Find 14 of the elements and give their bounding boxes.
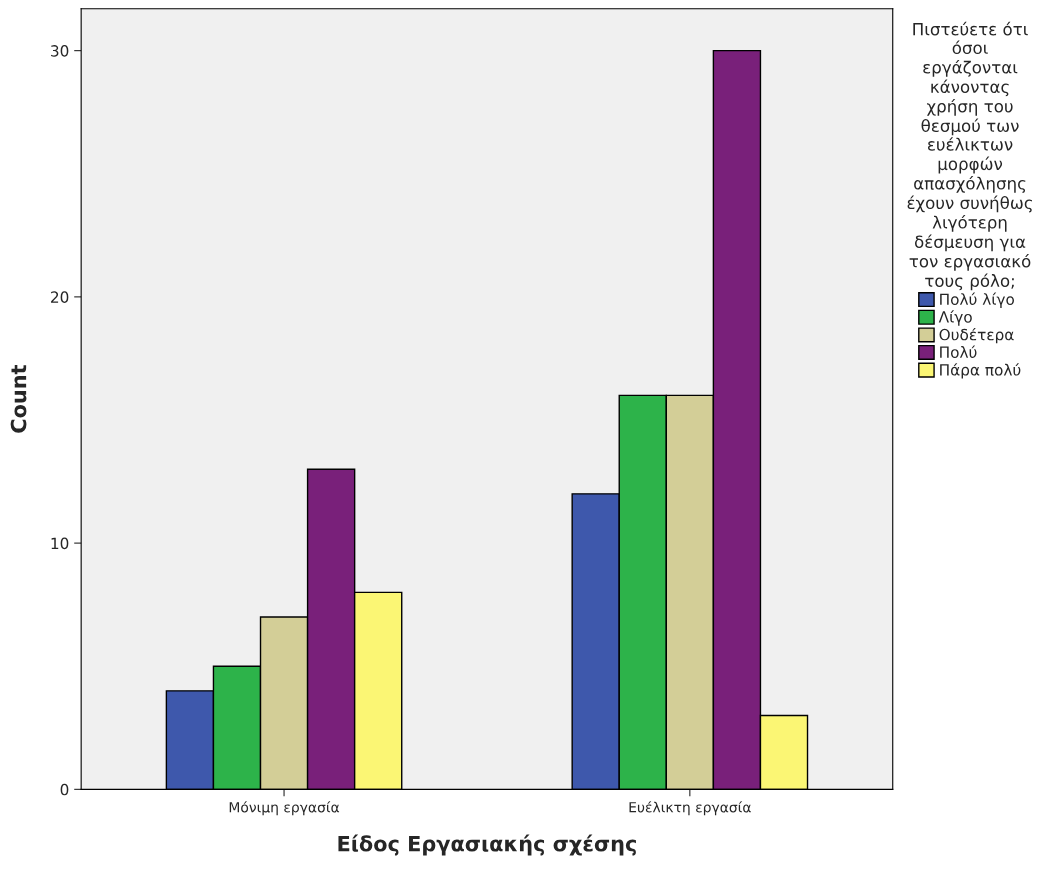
x-axis-title: Είδος Εργασιακής σχέσης <box>338 834 636 856</box>
text: Πιστεύετε ότι όσοι εργάζονται κάνοντας χρήση του θεσμού των ευέλικτων μορφών απασχόλησης έχουν συνήθως λιγότερη δέσμευση για τον εργασιακό τους ρόλο; <box>907 21 1032 291</box>
y-tick-label: 0 <box>60 783 69 796</box>
y-tick-label: 20 <box>51 291 69 303</box>
x-tick-label: Ευέλικτη εργασία <box>629 801 751 816</box>
y-axis-title: Count <box>10 364 27 433</box>
y-tick-label: 10 <box>51 537 69 550</box>
legend-label: Πολύ λίγο <box>940 292 1014 308</box>
legend-label: Πάρα πολύ <box>940 363 1021 379</box>
y-tick-label: 30 <box>51 45 69 57</box>
x-tick-label: Μόνιμη εργασία <box>229 801 340 816</box>
legend-label: Πολύ <box>940 345 977 358</box>
legend-label: Λίγο <box>938 310 972 326</box>
legend-label: Ουδέτερα <box>939 327 1014 344</box>
